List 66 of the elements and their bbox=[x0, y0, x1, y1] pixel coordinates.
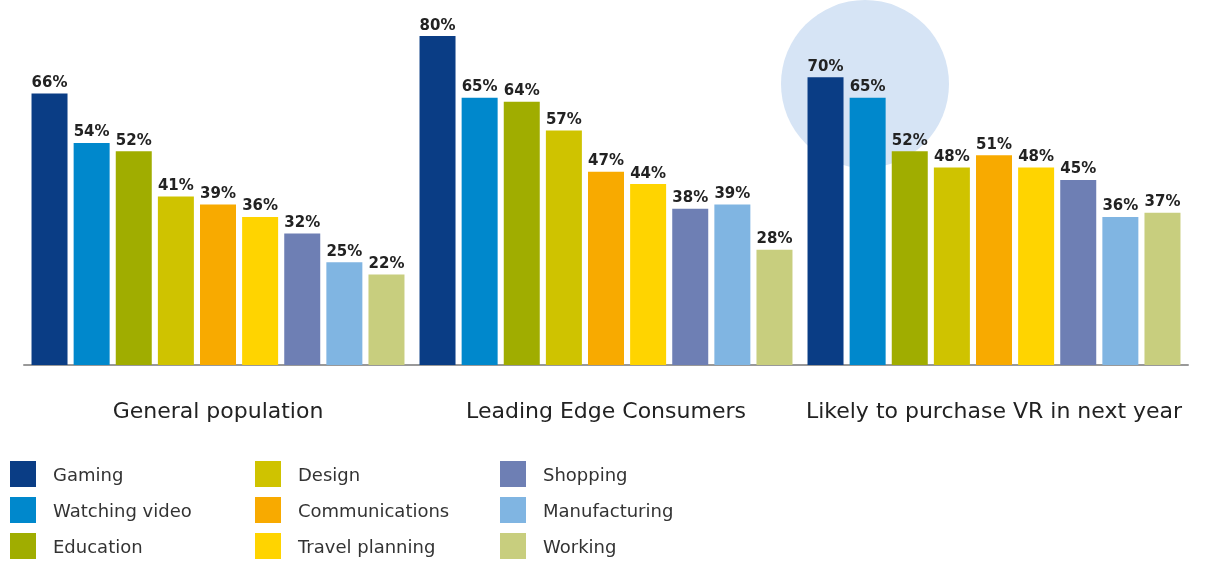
x-tick-label: General population bbox=[112, 397, 324, 423]
bar bbox=[461, 97, 498, 365]
bar bbox=[891, 151, 928, 365]
data-label: 80% bbox=[419, 15, 456, 34]
data-label: 36% bbox=[1102, 196, 1139, 215]
legend-label: Watching video bbox=[53, 499, 192, 521]
data-label: 25% bbox=[326, 241, 363, 260]
bar bbox=[714, 204, 751, 365]
data-label: 36% bbox=[242, 196, 279, 215]
bar bbox=[807, 77, 844, 365]
bar bbox=[933, 167, 970, 365]
data-label: 22% bbox=[368, 254, 405, 273]
data-label: 51% bbox=[976, 134, 1012, 153]
x-tick-label: Leading Edge Consumers bbox=[466, 397, 746, 423]
legend-label: Shopping bbox=[543, 463, 628, 485]
legend-label: Working bbox=[543, 535, 617, 557]
data-label: 37% bbox=[1144, 192, 1181, 211]
data-label: 39% bbox=[714, 184, 751, 203]
legend-label: Design bbox=[298, 463, 361, 485]
bar bbox=[756, 249, 793, 365]
data-label: 65% bbox=[849, 77, 886, 96]
bar bbox=[672, 208, 709, 365]
bar bbox=[242, 216, 279, 365]
bar bbox=[1060, 179, 1097, 365]
bar bbox=[115, 151, 152, 365]
bar bbox=[73, 142, 110, 365]
bar bbox=[368, 274, 405, 365]
data-label: 48% bbox=[933, 147, 970, 166]
data-label: 65% bbox=[461, 77, 498, 96]
data-label: 38% bbox=[672, 188, 709, 207]
data-label: 44% bbox=[630, 163, 667, 182]
bar bbox=[1102, 216, 1139, 365]
bar bbox=[200, 204, 236, 365]
data-label: 70% bbox=[807, 56, 844, 75]
bar bbox=[545, 130, 582, 365]
bar bbox=[284, 233, 321, 365]
data-label: 32% bbox=[284, 212, 321, 231]
data-label: 48% bbox=[1018, 147, 1055, 166]
data-label: 45% bbox=[1060, 159, 1097, 178]
bar bbox=[1018, 167, 1055, 365]
bar bbox=[976, 155, 1012, 365]
data-label: 52% bbox=[115, 130, 152, 149]
bar bbox=[588, 171, 624, 365]
data-label: 52% bbox=[891, 130, 928, 149]
data-label: 64% bbox=[503, 81, 540, 100]
bar bbox=[630, 184, 667, 365]
data-label: 39% bbox=[200, 184, 236, 203]
data-label: 41% bbox=[157, 175, 194, 194]
bar bbox=[1144, 212, 1181, 365]
data-label: 66% bbox=[31, 73, 68, 92]
data-label: 57% bbox=[545, 110, 582, 129]
bar bbox=[157, 196, 194, 365]
legend-label: Manufacturing bbox=[543, 499, 674, 521]
legend-label: Education bbox=[53, 535, 143, 557]
data-label: 47% bbox=[588, 151, 624, 170]
legend-label: Gaming bbox=[53, 463, 124, 485]
bar bbox=[849, 97, 886, 365]
bar bbox=[326, 262, 363, 365]
data-label: 28% bbox=[756, 229, 793, 248]
bar bbox=[419, 36, 456, 365]
x-tick-label: Likely to purchase VR in next year bbox=[805, 397, 1184, 423]
legend-label: Travel planning bbox=[297, 535, 436, 557]
data-label: 54% bbox=[73, 122, 110, 141]
legend-label: Communications bbox=[298, 499, 450, 521]
bar bbox=[31, 93, 68, 365]
bar bbox=[503, 101, 540, 365]
